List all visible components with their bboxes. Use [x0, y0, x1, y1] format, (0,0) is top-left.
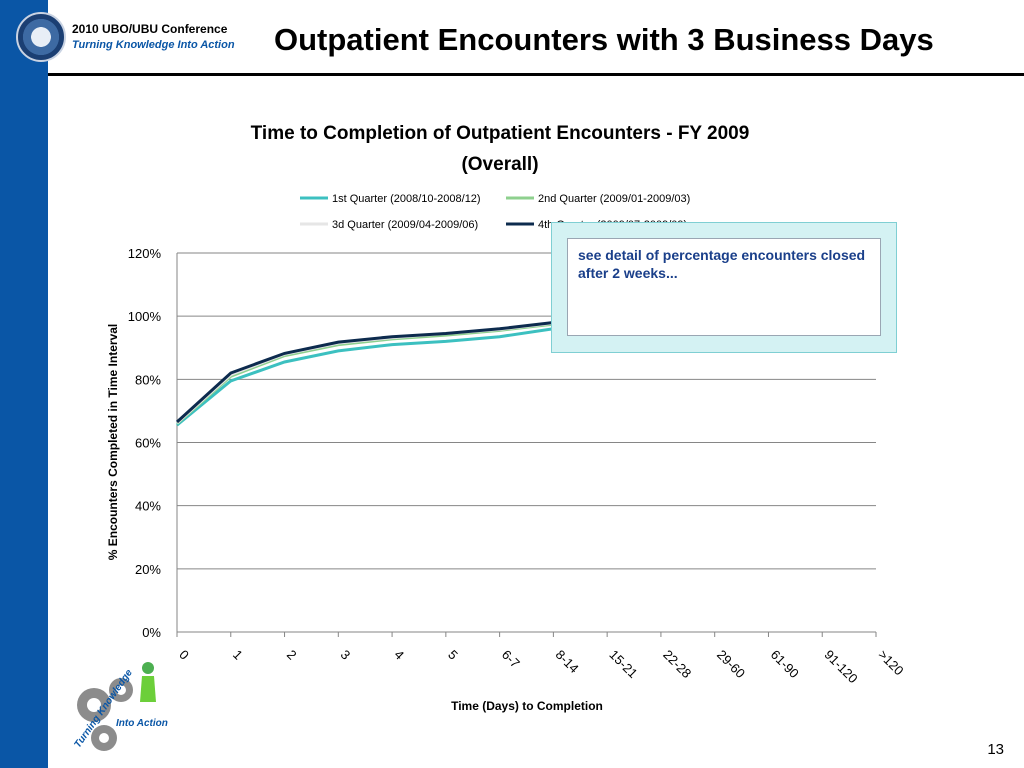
conference-tagline: Turning Knowledge Into Action: [72, 39, 235, 51]
person-figure-icon: [142, 662, 154, 674]
legend-label: 3d Quarter (2009/04-2009/06): [332, 219, 478, 231]
header-divider: [48, 73, 1024, 76]
turning-knowledge-logo: Turning Knowledge Into Action: [72, 662, 168, 751]
x-tick-label: 1: [230, 647, 246, 663]
x-axis-label: Time (Days) to Completion: [451, 699, 603, 713]
x-tick-label: 2: [284, 647, 300, 663]
x-tick-label: 8-14: [553, 647, 582, 676]
legend-label: 2nd Quarter (2009/01-2009/03): [538, 193, 690, 205]
x-tick-label: >120: [875, 647, 906, 678]
logo-text-bottom: Into Action: [116, 718, 168, 729]
x-axis-ticks: 0 1 2 3 4 5 6-7 8-14 15-21 22-28 29-60 61-90 91-120 >…: [176, 632, 907, 686]
legend-label: 1st Quarter (2008/10-2008/12): [332, 193, 481, 205]
y-tick-label: 80%: [135, 372, 161, 387]
y-tick-label: 0%: [142, 625, 161, 640]
x-tick-label: 15-21: [606, 647, 640, 681]
dod-seal-icon: [16, 12, 66, 62]
x-tick-label: 5: [445, 647, 461, 663]
x-tick-label: 0: [176, 647, 192, 663]
gear-icon: [77, 678, 133, 751]
y-axis-ticks: 0% 20% 40% 60% 80% 100% 120%: [128, 246, 162, 640]
chart-title-line1: Time to Completion of Outpatient Encount…: [251, 123, 750, 144]
x-tick-label: 61-90: [768, 647, 802, 681]
x-tick-label: 4: [391, 647, 407, 663]
x-tick-label: 91-120: [822, 647, 861, 686]
person-body-icon: [140, 676, 156, 702]
y-tick-label: 120%: [128, 246, 162, 261]
x-tick-label: 22-28: [660, 647, 694, 681]
page-number: 13: [987, 741, 1004, 758]
y-tick-label: 40%: [135, 499, 161, 514]
y-tick-label: 20%: [135, 562, 161, 577]
conference-title: 2010 UBO/UBU Conference: [72, 22, 228, 36]
y-tick-label: 100%: [128, 309, 162, 324]
callout-inner-box[interactable]: [567, 238, 881, 336]
x-tick-label: 29-60: [714, 647, 748, 681]
y-tick-label: 60%: [135, 436, 161, 451]
chart-title-line2: (Overall): [461, 154, 538, 175]
y-axis-label: % Encounters Completed in Time Interval: [106, 324, 120, 561]
x-tick-label: 6-7: [499, 647, 523, 671]
x-tick-label: 3: [338, 647, 354, 663]
slide-title: Outpatient Encounters with 3 Business Da…: [274, 22, 934, 57]
callout-link-text[interactable]: see detail of percentage encounters clos…: [578, 247, 866, 281]
left-brand-bar: [0, 0, 48, 768]
